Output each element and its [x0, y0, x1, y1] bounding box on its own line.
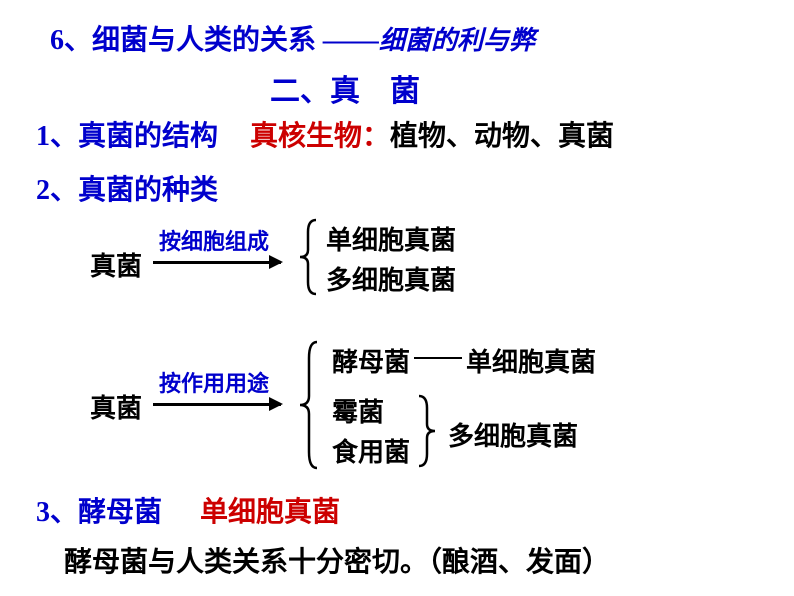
- dia2-right3: 食用菌: [332, 432, 410, 469]
- note-3: 单细胞真菌: [200, 497, 340, 528]
- num-1: 1: [36, 121, 50, 152]
- dia2-arrow: [153, 403, 281, 406]
- dia2-right1b: 单细胞真菌: [466, 342, 596, 379]
- brace-2: [298, 340, 320, 470]
- section-title-2: 二、真 菌: [270, 66, 420, 110]
- num-2: 2: [36, 175, 50, 206]
- dia2-arrow-label: 按作用用途: [159, 366, 269, 398]
- dia1-arrow: [153, 261, 281, 264]
- dash-6: ——: [323, 25, 379, 56]
- footer-text: 酵母菌与人类关系十分密切。（酿酒、发面）: [64, 540, 610, 580]
- label-1: 真菌的结构: [78, 121, 218, 152]
- text-6-1: 细菌与人类的关系: [92, 25, 323, 56]
- item-2: 2、真菌的种类: [36, 168, 218, 208]
- note-1b: 植物、动物、真菌: [390, 121, 614, 152]
- dia2-right1: 酵母菌: [332, 342, 410, 379]
- brace-1: [298, 218, 318, 296]
- num-3: 3: [36, 497, 50, 528]
- dia2-rightgroup: 多细胞真菌: [448, 416, 578, 453]
- label-3: 酵母菌: [78, 497, 162, 528]
- brace-3: [416, 394, 438, 468]
- note-1a: 真核生物：: [250, 121, 390, 152]
- dia2-right2: 霉菌: [332, 392, 384, 429]
- label-2: 真菌的种类: [78, 175, 218, 206]
- dia1-right2: 多细胞真菌: [326, 260, 456, 297]
- dia1-arrow-label: 按细胞组成: [159, 224, 269, 256]
- dia1-right1: 单细胞真菌: [326, 220, 456, 257]
- item-3: 3、酵母菌 单细胞真菌: [36, 490, 340, 530]
- item-1: 1、真菌的结构 真核生物：植物、动物、真菌: [36, 114, 614, 154]
- num-6: 6: [50, 25, 64, 56]
- dia1-left: 真菌: [90, 246, 142, 283]
- sep-2: 、: [50, 175, 78, 206]
- sep-3: 、: [50, 497, 78, 528]
- sep-1: 、: [50, 121, 78, 152]
- sep-6: 、: [64, 25, 92, 56]
- text-6-2: 细菌的利与弊: [379, 26, 535, 55]
- heading-6: 6、细菌与人类的关系 ——细菌的利与弊: [50, 18, 535, 58]
- dia2-line1: [414, 357, 462, 359]
- dia2-left: 真菌: [90, 388, 142, 425]
